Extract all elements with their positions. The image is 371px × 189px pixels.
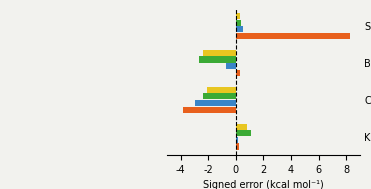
Bar (236, 70, 240, 76)
Bar (236, 137, 238, 143)
Bar (236, 143, 239, 149)
Bar (203, 50, 236, 56)
Bar (207, 87, 236, 93)
Bar (236, 124, 247, 130)
Bar (226, 63, 236, 69)
Bar (236, 20, 242, 26)
Bar (184, 107, 236, 113)
Bar (236, 33, 350, 39)
X-axis label: Signed error (kcal mol⁻¹): Signed error (kcal mol⁻¹) (203, 180, 324, 189)
Bar (198, 57, 236, 63)
Bar (236, 26, 243, 32)
Bar (236, 130, 251, 136)
Bar (203, 93, 236, 99)
Bar (194, 100, 236, 106)
Bar (236, 13, 240, 19)
